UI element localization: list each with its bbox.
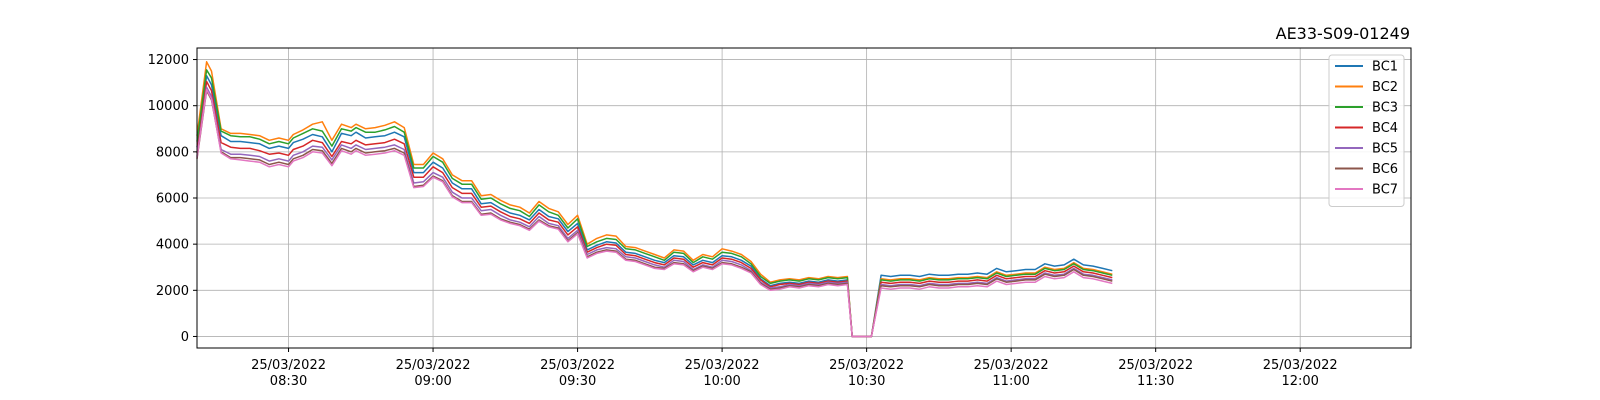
legend-label-bc1: BC1 (1372, 60, 1398, 75)
y-tick-label: 12000 (148, 53, 189, 68)
x-tick-label-time: 09:00 (414, 374, 451, 389)
x-tick-label-date: 25/03/2022 (540, 358, 615, 373)
x-tick-label-date: 25/03/2022 (685, 358, 760, 373)
x-tick-label-date: 25/03/2022 (1263, 358, 1338, 373)
x-tick-label-time: 10:30 (848, 374, 885, 389)
x-tick-label-time: 12:00 (1281, 374, 1318, 389)
legend-label-bc7: BC7 (1372, 183, 1398, 198)
legend-label-bc2: BC2 (1372, 80, 1398, 95)
y-tick-label: 2000 (156, 284, 189, 299)
series-line-bc7 (196, 88, 1113, 338)
legend-label-bc3: BC3 (1372, 101, 1398, 116)
x-tick-label-date: 25/03/2022 (1118, 358, 1193, 373)
x-tick-label-date: 25/03/2022 (396, 358, 471, 373)
chart-title: AE33-S09-01249 (1276, 24, 1410, 43)
x-tick-label-date: 25/03/2022 (251, 358, 326, 373)
legend-label-bc5: BC5 (1372, 142, 1398, 157)
legend-label-bc4: BC4 (1372, 121, 1398, 136)
x-tick-label-time: 09:30 (559, 374, 596, 389)
x-axis: 25/03/202208:3025/03/202209:0025/03/2022… (251, 348, 1338, 389)
x-tick-label-time: 10:00 (703, 374, 740, 389)
y-tick-label: 4000 (156, 238, 189, 253)
x-tick-label-date: 25/03/2022 (829, 358, 904, 373)
x-tick-label-time: 08:30 (270, 374, 307, 389)
x-tick-label-time: 11:30 (1137, 374, 1174, 389)
x-tick-label-date: 25/03/2022 (974, 358, 1049, 373)
series-line-bc5 (196, 86, 1113, 338)
series-line-bc2 (196, 61, 1113, 338)
legend: BC1 BC2 BC3 BC4 BC5 BC6 BC7 (1328, 54, 1405, 207)
x-tick-label-time: 11:00 (992, 374, 1029, 389)
series-line-bc3 (196, 69, 1113, 338)
series-line-bc1 (196, 74, 1113, 338)
grid (197, 48, 1411, 348)
y-tick-label: 10000 (148, 99, 189, 114)
series-lines (196, 61, 1113, 338)
series-line-bc4 (196, 80, 1113, 338)
legend-label-bc6: BC6 (1372, 162, 1398, 177)
y-axis: 0 2000 4000 6000 8000 10000 12000 (148, 53, 197, 345)
y-tick-label: 8000 (156, 145, 189, 160)
y-tick-label: 0 (181, 330, 189, 345)
y-tick-label: 6000 (156, 192, 189, 207)
series-line-bc6 (196, 89, 1113, 338)
